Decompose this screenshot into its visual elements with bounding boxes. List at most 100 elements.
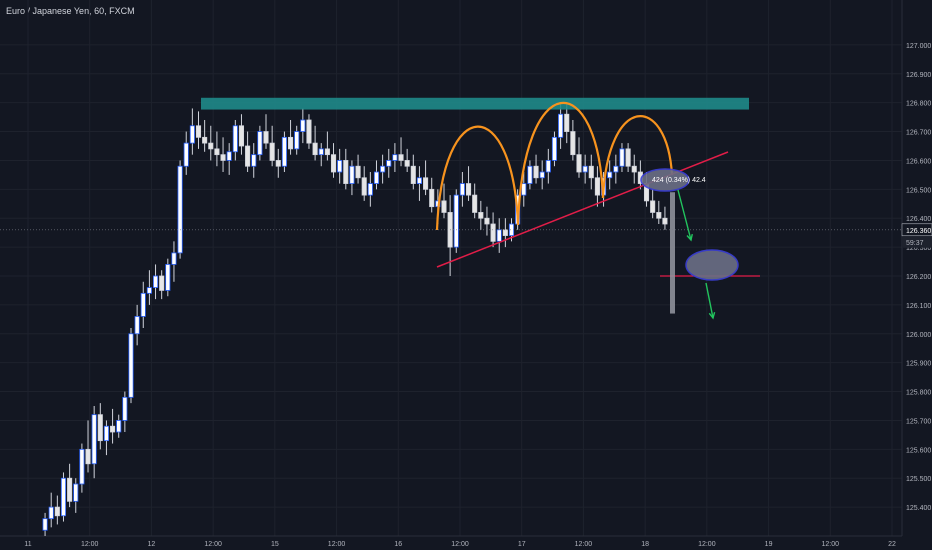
candle-body (238, 125, 245, 147)
y-tick-label: 125.600 (906, 447, 931, 454)
head-arc (516, 102, 605, 226)
candle-body (288, 136, 294, 150)
y-tick-label: 125.900 (906, 361, 931, 368)
candle-body (60, 477, 67, 517)
candle-body (576, 154, 582, 173)
candle-body (263, 131, 269, 144)
x-tick-label: 12:00 (451, 541, 469, 548)
countdown-tag (902, 236, 932, 248)
y-tick-label: 125.800 (906, 390, 931, 397)
candle-body (85, 448, 91, 465)
candle-body (177, 165, 183, 254)
candle-body (527, 165, 533, 184)
candle-body (472, 194, 478, 213)
candle-body (631, 165, 637, 173)
x-tick-label: 22 (888, 541, 896, 548)
y-tick-label: 125.700 (906, 418, 931, 425)
candle-body (232, 125, 238, 153)
candle-body (349, 165, 355, 184)
candle-body (79, 448, 85, 485)
candle-body (171, 252, 177, 265)
target-ellipse (685, 249, 739, 281)
candle-body (625, 148, 631, 167)
candle-body (545, 160, 551, 173)
candle-body (662, 217, 668, 225)
candle-body (613, 165, 619, 173)
candle-body (275, 160, 281, 167)
candle-body (116, 420, 122, 433)
breakout-ellipse (640, 168, 690, 192)
x-tick-label: 12:00 (698, 541, 716, 548)
down-arrow-1-head (686, 233, 693, 242)
candle-body (564, 113, 570, 132)
chart-title: Euro / Japanese Yen, 60, FXCM (6, 6, 135, 16)
x-tick-label: 17 (518, 541, 526, 548)
y-tick-label: 125.400 (906, 505, 931, 512)
candle-body (195, 125, 202, 138)
candle-body (386, 160, 392, 167)
candle-body (103, 425, 109, 442)
candle-body (429, 188, 435, 208)
candle-body (128, 333, 134, 398)
candle-body (502, 229, 508, 236)
x-tick-label: 19 (765, 541, 773, 548)
candle-body (496, 229, 502, 242)
candle-body (208, 142, 214, 150)
candle-body (416, 177, 422, 184)
y-tick-label: 126.600 (906, 158, 931, 165)
candle-body (459, 183, 465, 196)
candle-body (607, 171, 613, 179)
candle-body (269, 142, 275, 161)
y-tick-label: 126.700 (906, 130, 931, 137)
candle-body (214, 148, 220, 156)
y-tick-label: 126.100 (906, 303, 931, 310)
x-tick-label: 12:00 (81, 541, 99, 548)
candle-body (343, 160, 349, 184)
candle-body (404, 160, 410, 167)
candle-body (91, 414, 97, 465)
y-tick-label: 126.300 (906, 245, 931, 252)
candle-body (159, 275, 165, 291)
candle-body (373, 171, 380, 184)
y-tick-label: 126.500 (906, 187, 931, 194)
resistance-zone (201, 97, 749, 110)
candle-body (539, 171, 545, 179)
x-tick-label: 12:00 (822, 541, 840, 548)
candle-body (392, 154, 398, 161)
x-tick-label: 11 (24, 541, 31, 548)
candle-body (48, 506, 54, 520)
candle-body (533, 165, 539, 179)
y-tick-label: 125.500 (906, 476, 931, 483)
candle-body (619, 148, 625, 167)
countdown-value: 59:37 (906, 240, 924, 247)
candle-body (281, 136, 287, 167)
candle-body (453, 194, 459, 248)
candle-body (122, 396, 128, 421)
candle-body (294, 131, 300, 150)
candle-body (67, 477, 73, 502)
y-tick-label: 126.400 (906, 216, 931, 223)
candle-body (300, 119, 306, 132)
left-shoulder-arc (435, 125, 520, 231)
candle-body (330, 154, 337, 173)
candle-body (484, 217, 490, 225)
x-tick-label: 12:00 (575, 541, 593, 548)
candle-body (73, 483, 79, 502)
candle-body (410, 165, 416, 184)
candle-body (183, 142, 189, 167)
candle-body (146, 287, 152, 294)
candle-body (318, 148, 324, 156)
candle-body (312, 142, 318, 156)
candle-body (398, 154, 404, 161)
candle-body (189, 125, 195, 144)
candle-body (245, 145, 251, 167)
candle-body (490, 223, 496, 242)
candle-body (521, 183, 527, 196)
candle-body (257, 131, 263, 156)
candle-body (465, 183, 472, 196)
candle-body (165, 264, 171, 291)
candle-body (551, 136, 558, 161)
y-tick-label: 126.200 (906, 274, 931, 281)
